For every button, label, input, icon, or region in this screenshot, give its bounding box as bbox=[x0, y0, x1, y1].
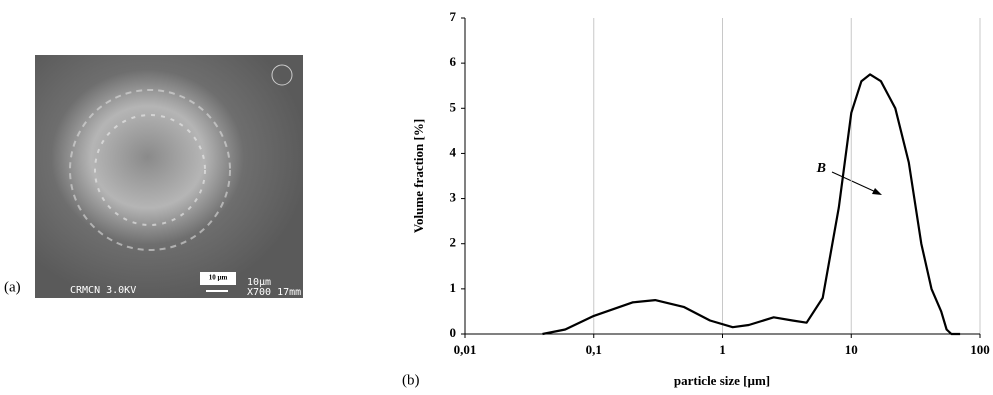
data-line bbox=[542, 73, 961, 336]
texture bbox=[69, 89, 231, 251]
y-tick-label: 4 bbox=[450, 144, 457, 159]
y-tick-label: 1 bbox=[450, 280, 457, 295]
sem-picture bbox=[35, 55, 303, 298]
panel-label: (b) bbox=[402, 372, 420, 388]
scale-bar-box bbox=[200, 272, 236, 285]
x-tick-label: 100 bbox=[970, 342, 990, 357]
y-axis-label: Volume fraction [%] bbox=[411, 119, 426, 233]
panel-label: (a) bbox=[4, 279, 21, 295]
texture bbox=[271, 64, 293, 86]
y-tick-label: 0 bbox=[450, 325, 457, 340]
x-tick-label: 0,01 bbox=[454, 342, 477, 357]
scale-bar-label: 10 µm bbox=[209, 274, 228, 282]
y-tick-label: 2 bbox=[450, 235, 457, 250]
magnification-text: X700 17mm bbox=[247, 287, 301, 298]
instrument-text: CRMCN 3.0KV bbox=[70, 285, 136, 296]
y-tick-label: 3 bbox=[450, 190, 457, 205]
annotation-arrow bbox=[831, 171, 879, 194]
y-tick-label: 6 bbox=[450, 54, 457, 69]
x-axis-label: particle size [µm] bbox=[674, 373, 770, 388]
y-tick-label: 5 bbox=[450, 99, 457, 114]
x-tick-label: 1 bbox=[719, 342, 726, 357]
texture bbox=[94, 114, 206, 226]
annotation-arrowhead bbox=[872, 188, 882, 195]
y-tick-label: 7 bbox=[450, 9, 457, 24]
scale-text: 10µm bbox=[247, 277, 271, 288]
x-tick-label: 10 bbox=[845, 342, 858, 357]
annotation: B bbox=[816, 161, 826, 176]
x-tick-label: 0,1 bbox=[586, 342, 602, 357]
sem-image: 10 µm CRMCN 3.0KV 10µm X700 17mm (a) bbox=[4, 55, 303, 298]
